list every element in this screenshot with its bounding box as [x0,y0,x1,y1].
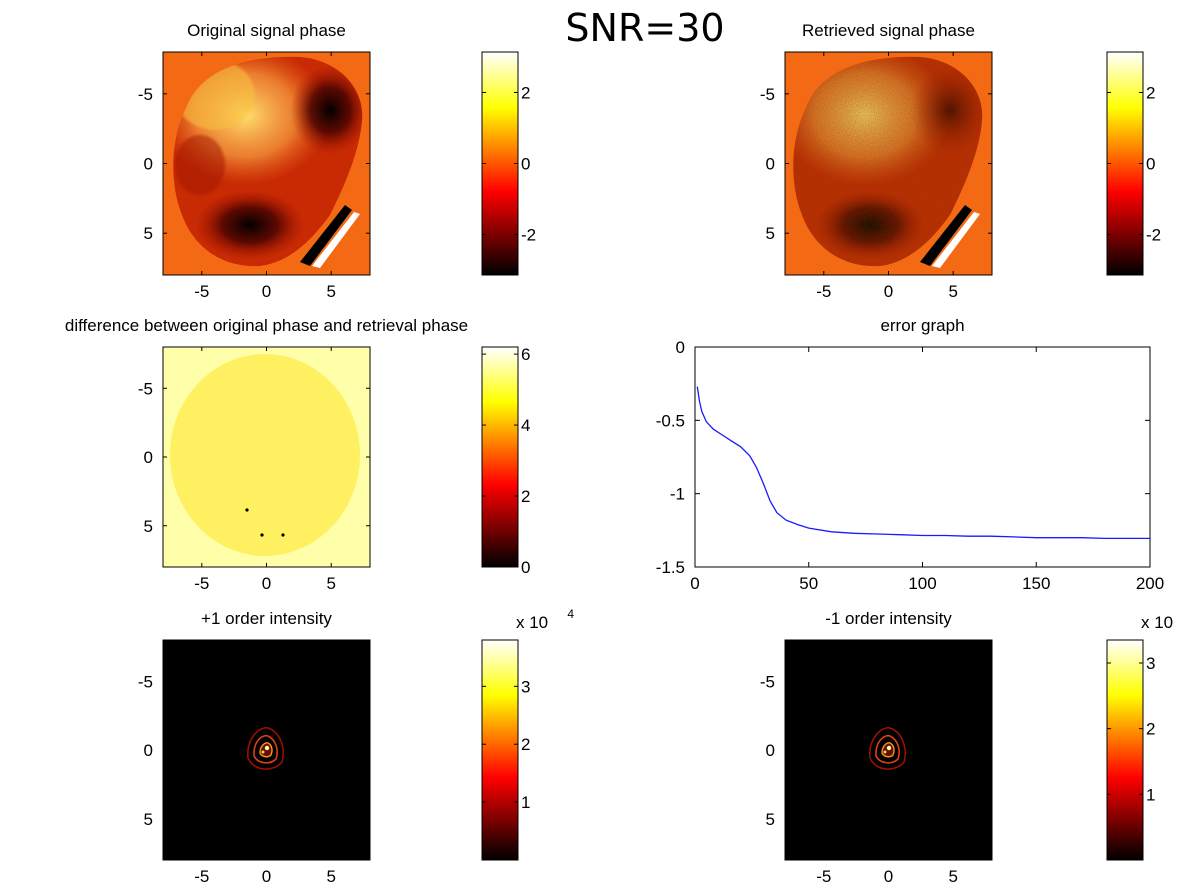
outlier-dot [260,533,264,537]
panel-4: +1 order intensity -5 0 5 -5 0 5 3 2 1 x 10 4 [138,607,574,886]
outlier-dot [281,533,285,537]
x-tick-label: 0 [262,574,271,593]
difference-speckle [170,354,360,556]
y-tick-label: 5 [766,224,775,243]
x-tick-label: 0 [262,867,271,886]
panel-2: difference between original phase and re… [65,316,531,593]
wrap-stripe [920,205,972,266]
peak-spot [886,745,892,751]
y-tick-label: -1 [670,485,685,504]
colorbar-exponent: 4 [567,607,574,621]
dark-lobe-right [290,65,363,155]
colorbar-tick-label: 6 [521,345,530,364]
colorbar-tick-label: 0 [521,155,530,174]
x-tick-label: 0 [262,282,271,301]
y-tick-label: -5 [138,85,153,104]
x-tick-label: -5 [194,867,209,886]
y-tick-label: 5 [766,810,775,829]
x-tick-label: -5 [816,867,831,886]
middle-ring [875,734,900,764]
x-tick-label: 5 [326,867,335,886]
colorbar-multiplier: x 10 [516,613,548,632]
panel-error-graph: error graph 0 50 100 150 200 0 -0.5 -1 -1.5 [656,316,1164,593]
colorbar-tick-label: 2 [521,83,530,102]
chart-title: Retrieved signal phase [802,21,975,40]
figure-suptitle: SNR=30 [565,6,725,50]
chart-title: -1 order intensity [825,609,952,628]
y-tick-label: -5 [760,85,775,104]
wrap-stripe [300,205,352,266]
y-tick-label: 0 [144,155,153,174]
x-tick-label: 0 [884,282,893,301]
y-tick-label: -5 [760,672,775,691]
chart-title: error graph [880,316,964,335]
outer-ring [247,727,284,770]
chart-title: Original signal phase [187,21,346,40]
colorbar [481,51,519,276]
x-tick-label: -5 [816,282,831,301]
colorbar [1106,639,1144,861]
colorbar-tick-label: -2 [1146,226,1161,245]
x-tick-label: 5 [326,574,335,593]
colorbar-tick-label: 3 [1146,654,1155,673]
peak-spot-2 [261,750,265,754]
y-tick-label: -1.5 [656,558,685,577]
colorbar-tick-label: 2 [1146,83,1155,102]
colorbar-tick-label: 2 [521,735,530,754]
y-tick-label: 5 [144,810,153,829]
chart-title: difference between original phase and re… [65,316,468,335]
x-tick-label: 0 [884,867,893,886]
colorbar-tick-label: 3 [521,677,530,696]
y-tick-label: -5 [138,379,153,398]
panel-1: Retrieved signal phase -5 0 5 -5 0 5 2 0 -2 [760,21,1161,301]
wrap-stripe-light [932,212,980,268]
error-series-line [696,386,1150,540]
colorbar-tick-label: 1 [1146,785,1155,804]
middle-ring [253,734,278,764]
axes-frame [694,346,1151,568]
x-tick-label: 100 [908,574,936,593]
colorbar [481,639,519,861]
x-tick-label: 5 [948,867,957,886]
colorbar-multiplier: x 10 [1141,613,1173,632]
panel-0: Original signal phase -5 0 5 -5 0 5 2 0 -2 [138,21,536,301]
x-tick-label: 50 [799,574,818,593]
y-tick-label: 5 [144,224,153,243]
colorbar [481,346,519,568]
colorbar-tick-label: 0 [521,558,530,577]
x-tick-label: 5 [326,282,335,301]
x-tick-label: -5 [194,282,209,301]
colorbar-tick-label: 4 [521,416,530,435]
y-tick-label: 5 [144,517,153,536]
y-tick-label: -5 [138,672,153,691]
y-tick-label: -0.5 [656,411,685,430]
colorbar [1106,51,1144,276]
x-tick-label: -5 [194,574,209,593]
peak-spot-2 [883,750,887,754]
y-tick-label: 0 [144,741,153,760]
x-tick-label: 0 [690,574,699,593]
mid-shade [175,135,225,195]
outlier-dot [245,508,249,512]
x-tick-label: 5 [948,282,957,301]
colorbar-tick-label: 0 [1146,155,1155,174]
x-tick-label: 150 [1022,574,1050,593]
y-tick-label: 0 [766,741,775,760]
outer-ring [869,727,906,770]
wrap-stripe-light [312,212,360,268]
y-tick-label: 0 [766,155,775,174]
peak-spot [264,745,270,751]
dark-lobe-bottom [195,190,305,260]
y-tick-label: 0 [144,448,153,467]
y-tick-label: 0 [676,338,685,357]
x-tick-label: 200 [1136,574,1164,593]
colorbar-tick-label: 1 [521,793,530,812]
colorbar-tick-label: -2 [521,226,536,245]
colorbar-tick-label: 2 [1146,720,1155,739]
chart-title: +1 order intensity [201,609,332,628]
colorbar-tick-label: 2 [521,487,530,506]
